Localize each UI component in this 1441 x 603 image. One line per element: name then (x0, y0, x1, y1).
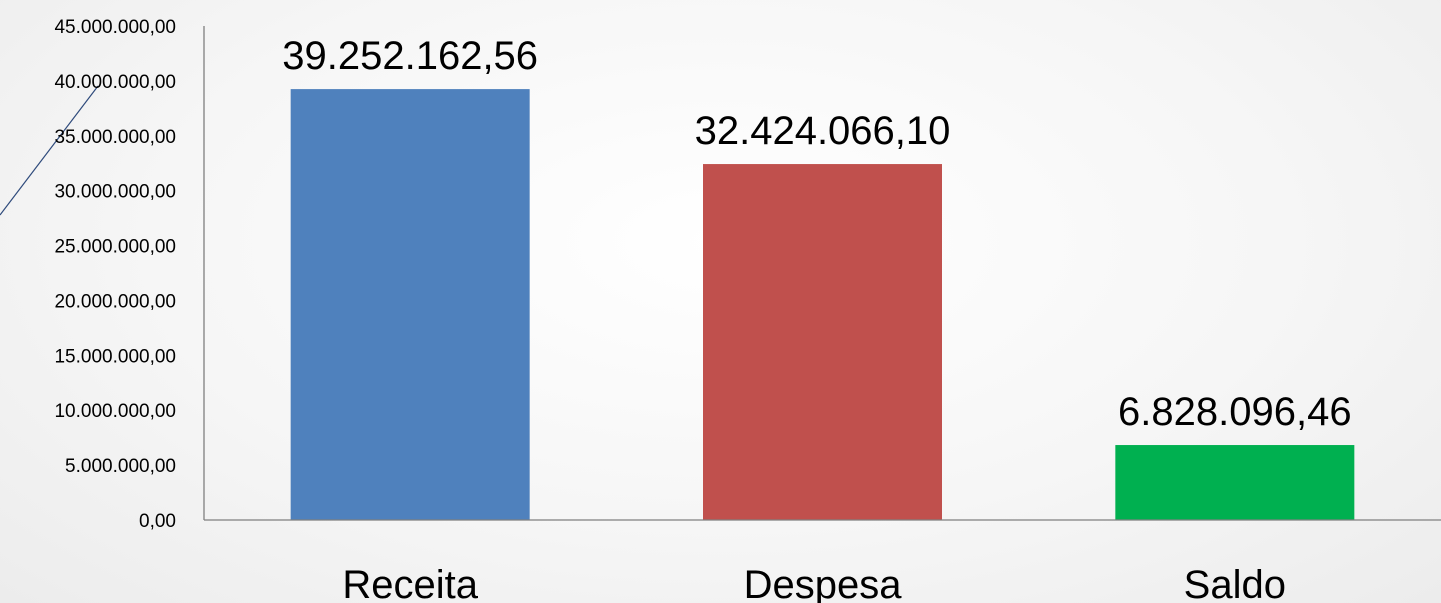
category-label-receita: Receita (342, 563, 478, 603)
y-tick-label: 40.000.000,00 (54, 72, 176, 93)
category-label-saldo: Saldo (1184, 563, 1286, 603)
category-label-despesa: Despesa (744, 563, 903, 603)
data-label-receita: 39.252.162,56 (282, 34, 538, 78)
bar-saldo (1115, 445, 1355, 520)
y-tick-label: 5.000.000,00 (65, 456, 176, 477)
y-tick-label: 0,00 (139, 511, 176, 532)
y-tick-label: 45.000.000,00 (54, 17, 176, 38)
data-labels: 39.252.162,56 32.424.066,10 6.828.096,46 (282, 34, 1351, 434)
decorative-slash-line (0, 85, 99, 216)
y-tick-label: 20.000.000,00 (54, 291, 176, 312)
y-tick-label: 35.000.000,00 (54, 127, 176, 148)
bar-receita (290, 89, 530, 520)
category-labels: Receita Despesa Saldo (342, 563, 1286, 603)
bar-despesa (703, 164, 942, 521)
y-tick-label: 15.000.000,00 (54, 346, 176, 367)
y-tick-label: 25.000.000,00 (54, 237, 176, 258)
bars (290, 89, 1355, 521)
y-axis-ticks: 0,00 5.000.000,00 10.000.000,00 15.000.000,… (54, 17, 176, 532)
y-tick-label: 10.000.000,00 (54, 401, 176, 422)
data-label-despesa: 32.424.066,10 (695, 109, 951, 153)
data-label-saldo: 6.828.096,46 (1118, 390, 1352, 434)
y-tick-label: 30.000.000,00 (54, 182, 176, 203)
